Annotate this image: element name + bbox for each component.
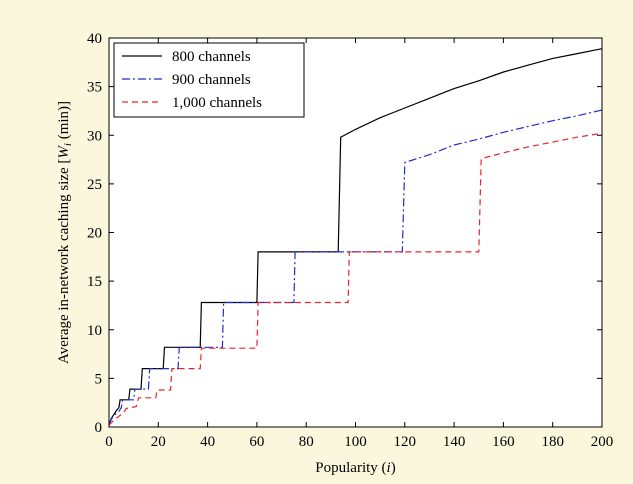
- y-tick-label: 15: [87, 274, 102, 290]
- y-tick-label: 35: [87, 80, 102, 96]
- x-tick-label: 160: [492, 434, 515, 450]
- x-axis-label-var: i: [387, 460, 391, 476]
- x-axis-label: Popularity (i): [315, 460, 395, 476]
- legend-label-2: 900 channels: [172, 72, 251, 88]
- legend-label-1: 800 channels: [172, 49, 251, 65]
- x-tick-label: 140: [443, 434, 466, 450]
- y-tick-label: 10: [87, 323, 102, 339]
- series-line-2: [108, 109, 603, 425]
- series-layer: [108, 48, 603, 426]
- x-tick-label: 80: [299, 434, 314, 450]
- y-axis-label-main: Average in-network caching size [: [56, 159, 72, 364]
- x-tick-label: 40: [200, 434, 215, 450]
- y-axis-label-sub: i: [62, 143, 74, 146]
- y-axis-label-end: (min)]: [56, 101, 72, 143]
- series-line-3: [108, 132, 603, 426]
- x-tick-label: 20: [151, 434, 166, 450]
- y-tick-label: 30: [87, 128, 102, 144]
- y-tick-label: 5: [95, 371, 103, 387]
- legend: 800 channels 900 channels 1,000 channels: [113, 42, 305, 118]
- y-tick-label: 40: [87, 31, 102, 47]
- ticks-layer: 0 20 40 60 80 100 120 140 160 180 200 0 5 10 15 20 25 30 3…: [87, 31, 613, 450]
- x-tick-label: 0: [105, 434, 113, 450]
- x-tick-label: 100: [344, 434, 367, 450]
- y-axis-label-var: W: [56, 145, 72, 159]
- series-line-1: [108, 48, 603, 425]
- y-tick-label: 20: [87, 226, 102, 242]
- y-tick-label: 25: [87, 177, 102, 193]
- x-tick-label: 60: [249, 434, 264, 450]
- x-tick-label: 180: [541, 434, 564, 450]
- x-axis-label-main: Popularity (: [315, 460, 386, 476]
- y-axis-label: Average in-network caching size [Wi (min…: [56, 101, 74, 364]
- x-axis-label-end: ): [391, 460, 396, 476]
- legend-box: [113, 42, 305, 118]
- x-tick-label: 200: [591, 434, 614, 450]
- legend-label-3: 1,000 channels: [172, 95, 262, 111]
- y-tick-label: 0: [95, 420, 103, 436]
- x-tick-label: 120: [394, 434, 417, 450]
